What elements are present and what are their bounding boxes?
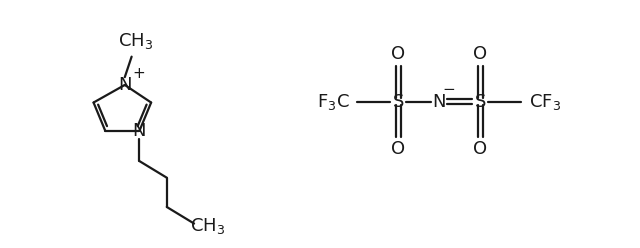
- Text: S: S: [392, 93, 404, 111]
- Text: F$_3$C: F$_3$C: [317, 92, 349, 112]
- Text: +: +: [132, 66, 145, 81]
- Text: CH$_3$: CH$_3$: [190, 216, 225, 236]
- Text: N: N: [132, 122, 146, 140]
- Text: CF$_3$: CF$_3$: [529, 92, 561, 112]
- Text: N: N: [118, 76, 132, 94]
- Text: −: −: [442, 82, 455, 97]
- Text: CH$_3$: CH$_3$: [118, 31, 153, 51]
- Text: O: O: [391, 140, 405, 158]
- Text: O: O: [473, 140, 487, 158]
- Text: O: O: [391, 45, 405, 63]
- Text: S: S: [474, 93, 486, 111]
- Text: N: N: [433, 93, 446, 111]
- Text: O: O: [473, 45, 487, 63]
